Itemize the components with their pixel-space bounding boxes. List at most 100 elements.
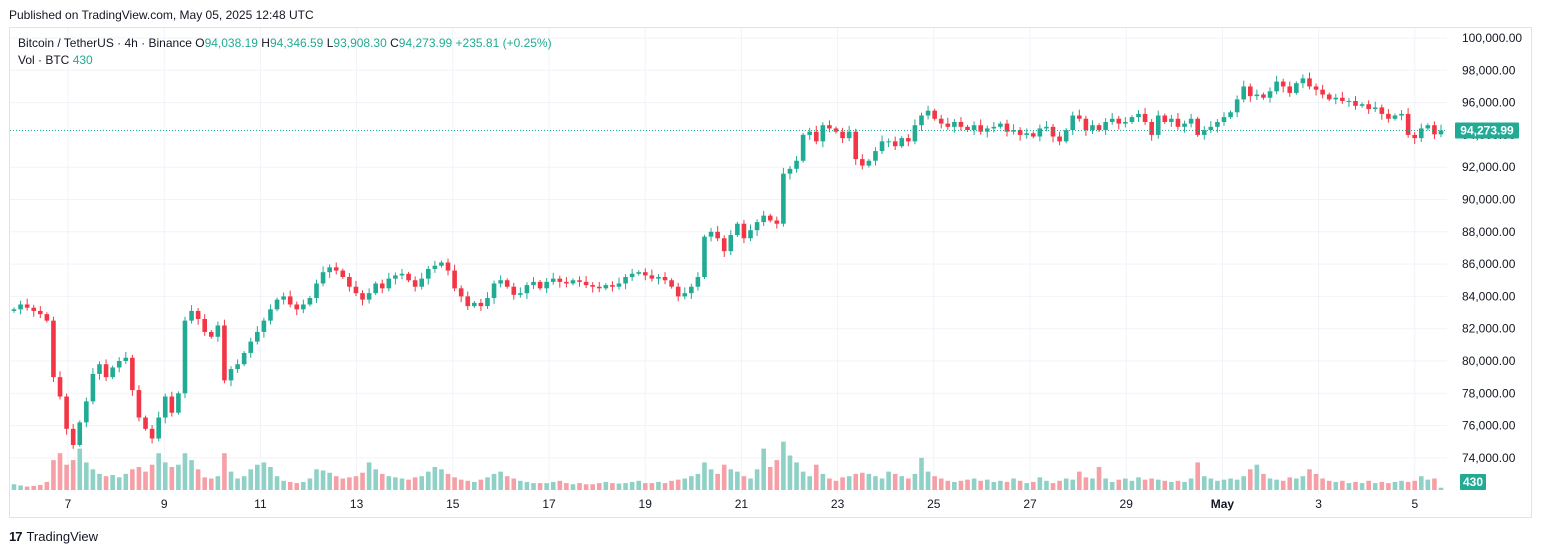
candle-body bbox=[1234, 99, 1240, 113]
volume-bar bbox=[879, 478, 885, 490]
volume-bar bbox=[90, 469, 96, 490]
candle-body bbox=[189, 310, 194, 321]
open-label: O bbox=[195, 36, 205, 50]
candle-body bbox=[465, 296, 471, 307]
tradingview-logo-icon: 17 bbox=[9, 529, 23, 544]
volume-bar bbox=[1372, 483, 1378, 490]
candle-body bbox=[906, 138, 911, 142]
volume-bar bbox=[235, 478, 240, 490]
volume-bar bbox=[18, 485, 23, 490]
volume-bar bbox=[873, 476, 878, 490]
candle-body bbox=[1432, 125, 1437, 135]
volume-bar bbox=[1425, 479, 1431, 490]
candle-body bbox=[1353, 100, 1358, 106]
volume-bar bbox=[1169, 481, 1174, 490]
volume-bar bbox=[1379, 481, 1385, 490]
volume-bar bbox=[557, 480, 563, 490]
y-tick-label: 90,000.00 bbox=[1462, 193, 1516, 207]
candle-body bbox=[800, 134, 806, 161]
volume-bar bbox=[550, 481, 556, 490]
last-price-label: 94,273.99 bbox=[1460, 123, 1514, 137]
candle-body bbox=[241, 352, 247, 365]
candle-body bbox=[886, 141, 891, 143]
candle-body bbox=[143, 417, 148, 429]
candlestick-chart[interactable]: 100,000.0098,000.0096,000.0094,000.0092,… bbox=[0, 0, 1542, 520]
volume-bar bbox=[1044, 480, 1049, 490]
candle-body bbox=[215, 325, 221, 337]
candle-body bbox=[373, 283, 378, 294]
candle-body bbox=[1123, 121, 1128, 124]
candle-body bbox=[1142, 113, 1148, 122]
volume-bar bbox=[1346, 483, 1352, 490]
volume-bar bbox=[774, 460, 780, 490]
open-value: 94,038.19 bbox=[204, 36, 258, 50]
x-tick-label: 21 bbox=[735, 497, 749, 511]
candle-body bbox=[1188, 118, 1194, 124]
volume-label: Vol · BTC bbox=[18, 53, 70, 67]
candles bbox=[11, 72, 1444, 449]
volume-bar bbox=[1188, 478, 1194, 490]
candle-body bbox=[998, 123, 1003, 127]
volume-bar bbox=[169, 467, 175, 490]
volume-bar bbox=[294, 483, 300, 490]
volume-bar bbox=[807, 476, 813, 490]
volume-bar bbox=[754, 469, 760, 490]
volume-bar bbox=[531, 483, 536, 490]
volume-bar bbox=[682, 478, 688, 490]
candle-body bbox=[735, 223, 740, 236]
x-tick-label: 7 bbox=[65, 497, 72, 511]
candle-body bbox=[1182, 123, 1187, 127]
candle-body bbox=[767, 215, 773, 221]
volume-bar bbox=[1280, 480, 1286, 490]
candle-body bbox=[1155, 115, 1161, 135]
candle-body bbox=[156, 417, 161, 439]
candle-body bbox=[971, 125, 977, 131]
footer-brand[interactable]: 17 TradingView bbox=[9, 529, 98, 544]
volume-bar bbox=[439, 469, 444, 490]
volume-bar bbox=[1149, 478, 1154, 490]
volume-bar bbox=[1261, 473, 1266, 490]
volume-bar bbox=[932, 476, 937, 490]
candle-body bbox=[406, 273, 411, 281]
candle-body bbox=[255, 331, 260, 342]
volume-bar bbox=[77, 448, 83, 490]
volume-bar bbox=[281, 480, 286, 490]
volume-bar bbox=[1247, 469, 1253, 490]
volume-bar bbox=[649, 483, 655, 490]
candle-body bbox=[781, 173, 786, 224]
candle-body bbox=[1386, 113, 1391, 119]
volume-bar bbox=[1432, 478, 1437, 490]
volume-bar bbox=[938, 478, 944, 490]
volume-bar bbox=[373, 469, 378, 490]
volume-bar bbox=[465, 480, 471, 490]
volume-bar bbox=[452, 477, 457, 490]
volume-bar bbox=[748, 478, 753, 490]
candle-body bbox=[1294, 83, 1299, 93]
candle-body bbox=[1307, 78, 1312, 87]
x-tick-label: 13 bbox=[350, 497, 364, 511]
chart-frame[interactable] bbox=[9, 27, 1532, 518]
candle-body bbox=[301, 304, 306, 310]
candle-body bbox=[478, 302, 484, 307]
volume-bar bbox=[255, 464, 260, 490]
candle-body bbox=[195, 310, 201, 320]
volume-bar bbox=[610, 483, 615, 490]
volume-bar bbox=[544, 483, 549, 490]
candle-body bbox=[827, 125, 832, 129]
candle-body bbox=[1070, 115, 1076, 131]
volume-bar bbox=[1024, 483, 1030, 490]
candle-body bbox=[1201, 130, 1207, 135]
candle-body bbox=[636, 272, 642, 274]
volume-bar bbox=[84, 462, 89, 490]
candle-body bbox=[840, 131, 845, 139]
candle-body bbox=[44, 314, 50, 321]
candle-body bbox=[965, 126, 970, 131]
close-label: C bbox=[390, 36, 399, 50]
volume-bar bbox=[623, 483, 628, 490]
candle-body bbox=[366, 293, 372, 300]
volume-legend-row: Vol · BTC 430 bbox=[18, 52, 552, 69]
candle-body bbox=[991, 126, 997, 129]
candle-body bbox=[340, 270, 346, 278]
volume-bar bbox=[31, 485, 37, 490]
volume-bar bbox=[425, 471, 431, 490]
